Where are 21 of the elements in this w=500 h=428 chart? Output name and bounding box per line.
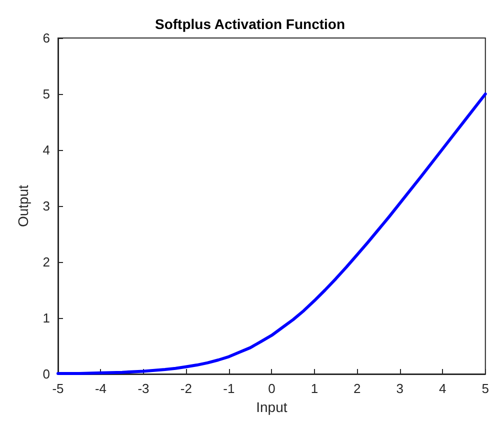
y-tick-label: 1 bbox=[42, 310, 50, 326]
x-tick-label: 1 bbox=[310, 381, 318, 396]
x-tick-label: 4 bbox=[439, 381, 446, 396]
x-tick-label: -4 bbox=[94, 381, 107, 396]
y-tick-label: 6 bbox=[42, 30, 50, 46]
x-tick-label: 0 bbox=[268, 381, 276, 396]
x-axis-title: Input bbox=[256, 398, 288, 415]
y-axis-title: Output bbox=[15, 184, 31, 228]
x-tick-label: -2 bbox=[180, 381, 192, 396]
x-tick-label: 3 bbox=[396, 381, 404, 396]
x-tick-label: -1 bbox=[223, 381, 235, 396]
y-tick-label: 5 bbox=[42, 86, 50, 102]
x-tick-label: -3 bbox=[138, 381, 150, 396]
x-tick-label: 5 bbox=[482, 381, 489, 396]
x-tick-label: 2 bbox=[354, 381, 361, 396]
chart-title: Softplus Activation Function bbox=[154, 16, 346, 32]
x-tick-label: -5 bbox=[52, 381, 64, 396]
y-tick-label: 4 bbox=[42, 142, 50, 158]
y-tick-label: 3 bbox=[42, 198, 50, 214]
y-tick-label: 0 bbox=[42, 366, 50, 382]
y-tick-label: 2 bbox=[42, 254, 50, 270]
